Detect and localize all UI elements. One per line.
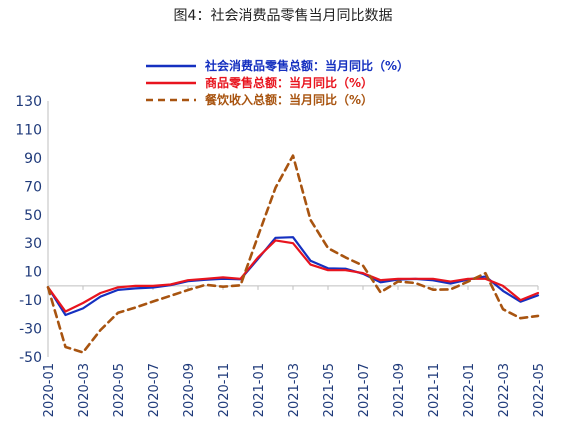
x-tick-label: 2020-05 xyxy=(112,363,127,417)
x-tick-label: 2020-01 xyxy=(42,363,57,417)
chart-title: 图4：社会消费品零售当月同比数据 xyxy=(173,8,393,24)
x-tick-label: 2021-01 xyxy=(252,363,267,417)
x-tick-label: 2021-05 xyxy=(322,363,337,417)
legend-entry-goods-retail: 商品零售总额：当月同比（%） xyxy=(146,75,373,90)
series-line-retail-total xyxy=(46,236,540,317)
x-tick-label: 2021-07 xyxy=(357,363,372,417)
series-line-goods-retail xyxy=(46,239,540,313)
legend: 社会消费品零售总额：当月同比（%） 商品零售总额：当月同比（%） 餐饮收入总额：当月… xyxy=(146,58,409,107)
y-axis-ticks: -50 -30 -10 10 30 50 70 90 110 130 xyxy=(15,94,42,366)
series-layer xyxy=(46,154,540,354)
legend-label: 社会消费品零售总额：当月同比（%） xyxy=(204,58,409,73)
axes xyxy=(47,101,538,357)
legend-label: 商品零售总额：当月同比（%） xyxy=(205,75,373,90)
x-tick-label: 2021-03 xyxy=(287,363,302,417)
legend-label: 餐饮收入总额：当月同比（%） xyxy=(205,92,373,107)
y-tick-label: 130 xyxy=(15,94,42,110)
x-tick-label: 2020-07 xyxy=(147,363,162,417)
y-tick-label: 50 xyxy=(24,208,42,224)
x-tick-label: 2022-01 xyxy=(462,363,477,417)
x-tick-label: 2022-03 xyxy=(497,363,512,417)
x-tick-label: 2022-05 xyxy=(532,363,547,417)
y-tick-label: 70 xyxy=(24,179,42,195)
y-tick-label: -10 xyxy=(19,293,42,309)
legend-entry-retail-total: 社会消费品零售总额：当月同比（%） xyxy=(146,58,409,73)
y-tick-label: -30 xyxy=(19,322,42,338)
x-tick-label: 2020-09 xyxy=(182,363,197,417)
x-tick-label: 2020-03 xyxy=(77,363,92,417)
y-tick-label: -50 xyxy=(19,350,42,366)
x-tick-label: 2021-09 xyxy=(392,363,407,417)
y-tick-label: 10 xyxy=(24,265,42,281)
y-tick-label: 110 xyxy=(15,122,42,138)
x-tick-label: 2020-11 xyxy=(217,363,232,417)
series-line-catering xyxy=(46,154,540,354)
legend-entry-catering: 餐饮收入总额：当月同比（%） xyxy=(146,92,373,107)
y-tick-label: 30 xyxy=(24,236,42,252)
y-tick-label: 90 xyxy=(24,151,42,167)
x-axis-ticks: 2020-01 2020-03 2020-05 2020-07 2020-09 2020-… xyxy=(42,285,547,417)
x-tick-label: 2021-11 xyxy=(427,363,442,417)
